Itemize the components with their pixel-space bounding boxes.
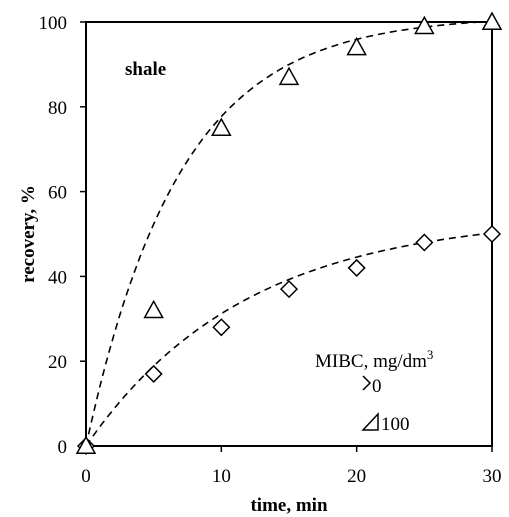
fit-curve-0	[85, 232, 493, 447]
data-point-triangle	[481, 11, 503, 30]
data-point-diamond	[482, 224, 502, 244]
legend-title-superscript: 3	[427, 347, 434, 362]
data-point-diamond	[279, 280, 299, 299]
data-markers	[75, 11, 503, 456]
legend-item-0: 0	[362, 375, 382, 397]
legend-title: MIBC, mg/dm3	[315, 347, 433, 372]
y-axis-ticks: 0 20 40 60 80 100	[39, 13, 86, 458]
y-tick-label: 60	[48, 183, 67, 204]
data-point-diamond	[144, 364, 163, 383]
y-tick-label: 0	[58, 437, 68, 458]
data-point-triangle	[346, 36, 367, 56]
legend-label-0: 0	[372, 376, 382, 397]
fit-curves	[85, 21, 493, 447]
y-tick-label: 20	[48, 352, 67, 373]
data-point-diamond	[212, 318, 231, 337]
x-tick-label: 20	[347, 466, 366, 487]
data-point-diamond	[347, 258, 366, 277]
legend-item-100: 100	[361, 412, 410, 435]
data-point-triangle	[211, 117, 232, 136]
x-tick-label: 0	[81, 466, 91, 487]
y-tick-label: 100	[39, 13, 68, 34]
legend-triangle-icon	[361, 412, 379, 431]
data-point-triangle	[414, 15, 435, 35]
legend-label-100: 100	[381, 414, 410, 435]
data-point-triangle	[75, 435, 97, 454]
legend-title-text: MIBC, mg/dm	[315, 351, 427, 372]
data-point-triangle	[278, 66, 300, 86]
fit-curve-100	[85, 21, 492, 447]
data-point-triangle	[143, 299, 164, 319]
x-axis-ticks: 0 10 20 30	[81, 446, 502, 487]
data-point-diamond	[415, 233, 434, 252]
x-tick-label: 10	[212, 466, 231, 487]
y-axis-title: recovery, %	[18, 185, 39, 283]
x-tick-label: 30	[483, 466, 502, 487]
legend-diamond-icon	[362, 375, 372, 391]
x-axis-title: time, min	[250, 495, 327, 516]
y-tick-label: 80	[48, 98, 67, 119]
y-tick-label: 40	[48, 267, 67, 288]
plot-frame	[85, 21, 493, 447]
shale-annotation: shale	[125, 59, 166, 80]
